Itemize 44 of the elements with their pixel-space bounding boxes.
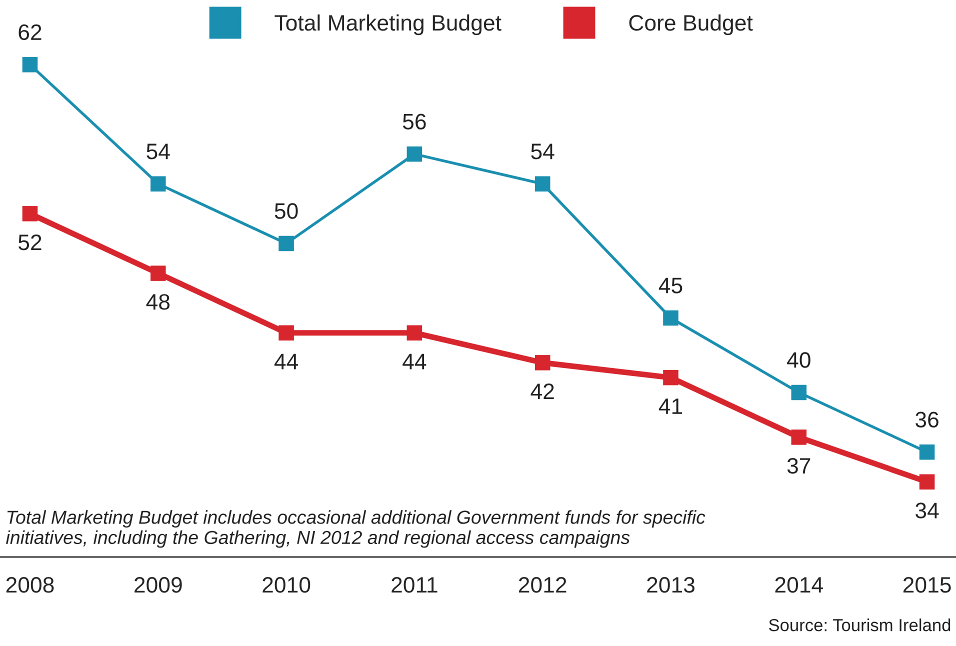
data-label: 50 bbox=[274, 203, 298, 219]
point bbox=[150, 176, 166, 192]
point bbox=[150, 266, 166, 281]
x-tick-label: 2012 bbox=[518, 577, 566, 593]
point bbox=[663, 370, 678, 386]
legend-label: Total Marketing Budget bbox=[274, 14, 502, 36]
point bbox=[919, 474, 935, 490]
text: Total Marketing Budget includes occasional additional Government funds for specific initiatives, including the Gathering, NI 2012 and regional access campaigns bbox=[6, 510, 706, 548]
x-tick-label: 2014 bbox=[775, 577, 823, 593]
data-label: 52 bbox=[18, 234, 42, 250]
data-label: 42 bbox=[530, 383, 554, 399]
data-label: 36 bbox=[916, 412, 938, 428]
point bbox=[406, 325, 422, 341]
data-label: 48 bbox=[146, 294, 170, 310]
point bbox=[278, 236, 294, 252]
source-note: Source: Tourism Ireland bbox=[769, 618, 950, 632]
x-tick-label: 2013 bbox=[647, 577, 694, 593]
point bbox=[534, 176, 550, 192]
data-label: 56 bbox=[402, 114, 426, 130]
data-label: 40 bbox=[787, 352, 810, 368]
point bbox=[22, 57, 38, 72]
x-tick-label: 2010 bbox=[262, 577, 310, 593]
point bbox=[919, 444, 935, 460]
data-label: 44 bbox=[402, 354, 426, 370]
data-label: 54 bbox=[146, 144, 170, 160]
x-tick-label: 2011 bbox=[392, 577, 438, 593]
data-label: 45 bbox=[658, 278, 682, 294]
data-label: 62 bbox=[18, 24, 42, 40]
x-tick-label: 2015 bbox=[903, 577, 951, 593]
x-tick-label: 2008 bbox=[6, 577, 54, 593]
point bbox=[406, 146, 422, 162]
legend-label: Core Budget bbox=[629, 14, 753, 36]
data-label: 44 bbox=[274, 354, 298, 370]
point bbox=[534, 355, 550, 370]
x-tick-label: 2009 bbox=[134, 577, 182, 593]
data-label: 37 bbox=[787, 458, 810, 474]
point bbox=[663, 310, 678, 326]
point bbox=[278, 325, 294, 341]
point bbox=[22, 206, 38, 222]
data-label: 34 bbox=[916, 502, 939, 518]
point bbox=[791, 384, 807, 400]
point bbox=[791, 430, 807, 445]
data-label: 54 bbox=[531, 144, 554, 160]
data-label: 41 bbox=[658, 398, 682, 414]
